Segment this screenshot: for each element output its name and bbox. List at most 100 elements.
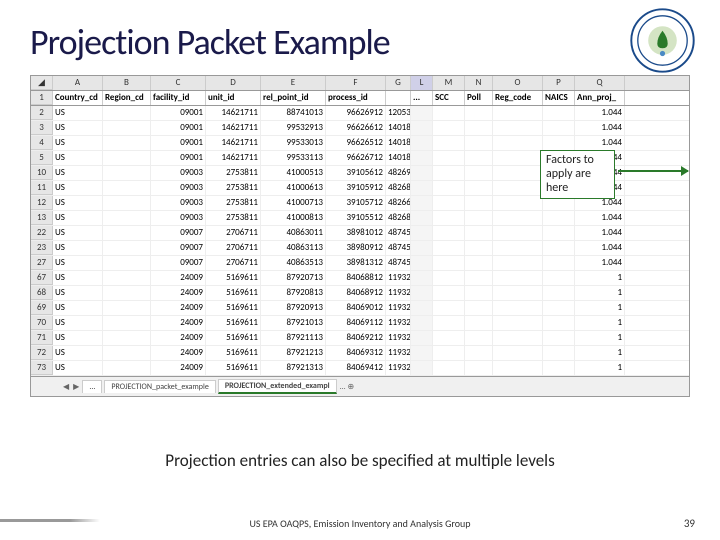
field-hdr-10[interactable]: Reg_code xyxy=(493,91,543,105)
cell[interactable]: 2753811 xyxy=(206,166,261,180)
cell[interactable]: 38981312 xyxy=(326,256,386,270)
cell[interactable] xyxy=(433,256,465,270)
cell[interactable] xyxy=(433,241,465,255)
cell[interactable] xyxy=(411,241,433,255)
cell[interactable] xyxy=(543,241,575,255)
cell[interactable] xyxy=(465,226,493,240)
row-num-1[interactable]: 1 xyxy=(31,91,53,105)
cell[interactable]: 38981012 xyxy=(326,226,386,240)
cell[interactable] xyxy=(433,346,465,360)
cell[interactable] xyxy=(465,361,493,375)
cell[interactable] xyxy=(493,346,543,360)
cell[interactable]: 87921213 xyxy=(261,346,326,360)
cell[interactable] xyxy=(493,166,543,180)
cell[interactable]: 2706711 xyxy=(206,241,261,255)
cell[interactable]: 09001 xyxy=(151,136,206,150)
cell[interactable] xyxy=(411,181,433,195)
tab-projection-extended[interactable]: PROJECTION_extended_exampl xyxy=(218,379,337,394)
cell[interactable] xyxy=(411,106,433,120)
cell[interactable] xyxy=(103,271,151,285)
cell[interactable]: 14621711 xyxy=(206,151,261,165)
cell[interactable] xyxy=(543,286,575,300)
row-num[interactable]: 70 xyxy=(31,316,53,330)
cell[interactable]: US xyxy=(53,136,103,150)
cell[interactable]: 1 xyxy=(575,286,625,300)
cell[interactable] xyxy=(493,226,543,240)
row-num[interactable]: 10 xyxy=(31,166,53,180)
cell[interactable]: US xyxy=(53,271,103,285)
cell[interactable] xyxy=(411,316,433,330)
cell[interactable] xyxy=(433,226,465,240)
cell[interactable]: US xyxy=(53,346,103,360)
cell[interactable]: 14621711 xyxy=(206,121,261,135)
col-hdr-P[interactable]: P xyxy=(543,76,575,90)
row-num[interactable]: 12 xyxy=(31,196,53,210)
cell[interactable] xyxy=(411,256,433,270)
cell[interactable] xyxy=(103,151,151,165)
field-hdr-2[interactable]: facility_id xyxy=(151,91,206,105)
cell[interactable]: 1 xyxy=(575,271,625,285)
cell[interactable]: 48268914 xyxy=(386,181,411,195)
cell[interactable]: 88741013 xyxy=(261,106,326,120)
cell[interactable] xyxy=(543,331,575,345)
cell[interactable]: 2706711 xyxy=(206,256,261,270)
cell[interactable]: 1.044 xyxy=(575,256,625,270)
cell[interactable]: US xyxy=(53,331,103,345)
cell[interactable]: 48745114 xyxy=(386,256,411,270)
cell[interactable]: 84069212 xyxy=(326,331,386,345)
cell[interactable] xyxy=(493,331,543,345)
cell[interactable]: US xyxy=(53,181,103,195)
row-num[interactable]: 69 xyxy=(31,301,53,315)
cell[interactable]: 96626912 xyxy=(326,106,386,120)
cell[interactable]: 09001 xyxy=(151,121,206,135)
cell[interactable]: 87920913 xyxy=(261,301,326,315)
col-hdr-C[interactable]: C xyxy=(151,76,206,90)
cell[interactable]: 84069412 xyxy=(326,361,386,375)
cell[interactable]: 99533013 xyxy=(261,136,326,150)
cell[interactable]: 09003 xyxy=(151,166,206,180)
field-hdr-7[interactable]: ... xyxy=(411,91,433,105)
row-num[interactable]: 68 xyxy=(31,286,53,300)
cell[interactable]: 1 xyxy=(575,331,625,345)
cell[interactable] xyxy=(433,196,465,210)
cell[interactable] xyxy=(411,121,433,135)
cell[interactable] xyxy=(543,106,575,120)
col-hdr-A[interactable]: A xyxy=(53,76,103,90)
cell[interactable]: 09003 xyxy=(151,196,206,210)
cell[interactable]: 119329314 xyxy=(386,301,411,315)
cell[interactable] xyxy=(411,301,433,315)
cell[interactable]: 48269014 xyxy=(386,166,411,180)
cell[interactable] xyxy=(411,331,433,345)
cell[interactable]: 09003 xyxy=(151,181,206,195)
cell[interactable] xyxy=(465,136,493,150)
cell[interactable]: 96626512 xyxy=(326,136,386,150)
cell[interactable] xyxy=(103,136,151,150)
col-hdr-B[interactable]: B xyxy=(103,76,151,90)
tab-ellipsis[interactable]: ... xyxy=(82,380,102,393)
cell[interactable]: US xyxy=(53,286,103,300)
cell[interactable]: 1 xyxy=(575,361,625,375)
cell[interactable]: 96626712 xyxy=(326,151,386,165)
cell[interactable] xyxy=(493,361,543,375)
cell[interactable]: 99533113 xyxy=(261,151,326,165)
cell[interactable] xyxy=(465,256,493,270)
cell[interactable]: 1.044 xyxy=(575,226,625,240)
cell[interactable]: 38980912 xyxy=(326,241,386,255)
cell[interactable]: 39105512 xyxy=(326,211,386,225)
cell[interactable] xyxy=(493,136,543,150)
cell[interactable]: 39105712 xyxy=(326,196,386,210)
cell[interactable] xyxy=(411,196,433,210)
cell[interactable] xyxy=(433,151,465,165)
cell[interactable] xyxy=(433,121,465,135)
cell[interactable]: 119329414 xyxy=(386,316,411,330)
cell[interactable] xyxy=(433,166,465,180)
cell[interactable] xyxy=(411,271,433,285)
cell[interactable]: 39105612 xyxy=(326,166,386,180)
cell[interactable]: 40863113 xyxy=(261,241,326,255)
cell[interactable] xyxy=(103,241,151,255)
cell[interactable]: 140180714 xyxy=(386,151,411,165)
field-hdr-8[interactable]: SCC xyxy=(433,91,465,105)
cell[interactable]: 09007 xyxy=(151,226,206,240)
cell[interactable]: 09003 xyxy=(151,211,206,225)
cell[interactable] xyxy=(465,121,493,135)
